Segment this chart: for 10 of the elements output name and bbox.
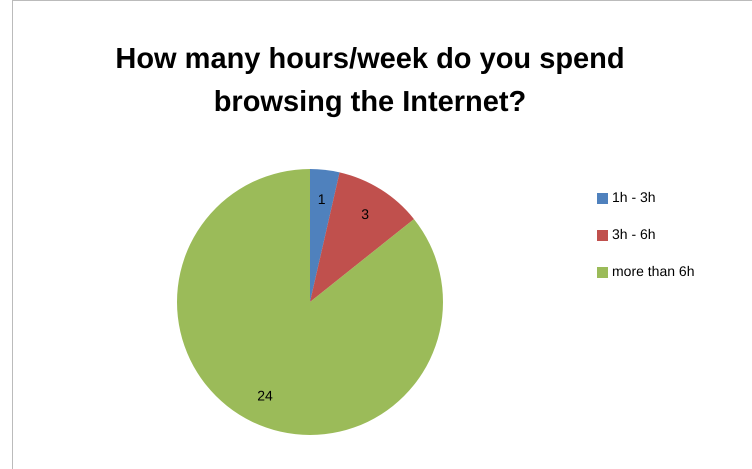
pie-slice (310, 169, 340, 302)
chart-title: How many hours/week do you spend browsing the Internet? (114, 42, 626, 120)
data-label: 1 (318, 190, 326, 207)
pie-slice (177, 169, 443, 435)
data-label: 3 (361, 206, 370, 222)
pie-slice (310, 172, 414, 302)
data-label: 24 (257, 387, 273, 404)
legend-label: 1h - 3h (612, 189, 656, 205)
legend-label: more than 6h (612, 263, 694, 279)
legend-label: 3h - 6h (612, 226, 656, 242)
